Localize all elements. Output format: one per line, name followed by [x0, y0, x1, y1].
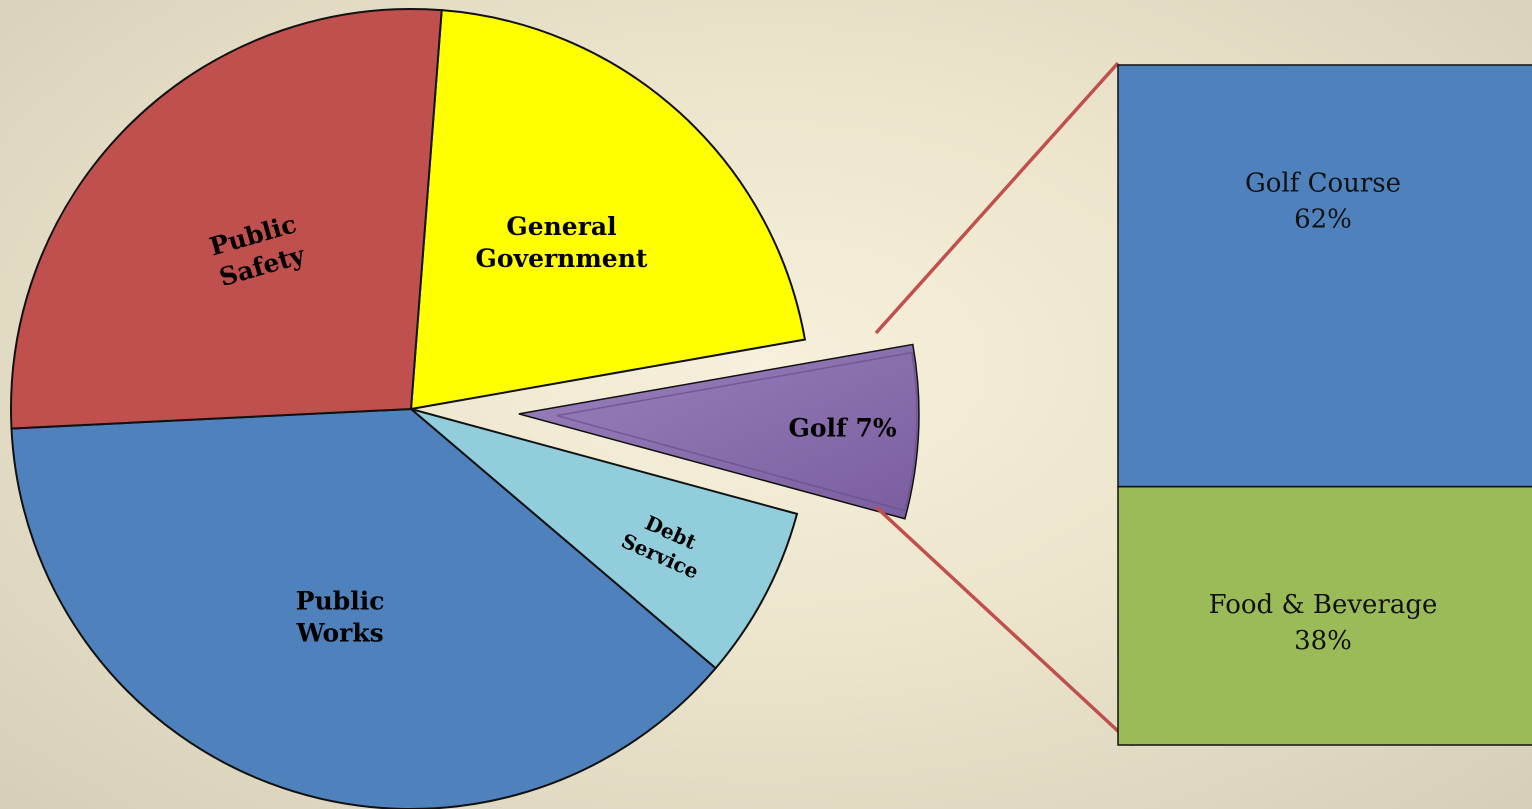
pie-label-line: General	[506, 212, 616, 241]
bar-segment-food-and-beverage	[1117, 485, 1532, 746]
bar-value-golf-course: 62%	[1294, 204, 1352, 234]
bar-label-golf-course: Golf Course	[1245, 168, 1401, 198]
bar-segment-golf-course	[1117, 64, 1532, 488]
pie-slice-public-works	[10, 407, 718, 809]
pie-label-line: Public	[296, 586, 385, 615]
pie-slice-golf-bevel	[556, 351, 918, 512]
pie-slice-public-safety	[10, 8, 443, 430]
pie-label-line: Government	[476, 244, 648, 273]
connector-line-top	[874, 61, 1120, 335]
pie-label-line: Works	[295, 618, 383, 647]
pie-label-public-works: Public Works	[295, 586, 384, 647]
pie-label-general-government: General Government	[476, 212, 648, 273]
pie-slice-general-government	[409, 9, 807, 411]
connector-line-bottom	[874, 505, 1135, 747]
connector-lines	[874, 61, 1135, 747]
pie-label-golf: Golf 7%	[788, 414, 896, 443]
pie-label-line: Golf 7%	[788, 414, 896, 443]
stacked-bar-chart: Food & Beverage 38% Golf Course 62%	[1117, 64, 1532, 746]
bar-label-food-and-beverage: Food & Beverage	[1209, 590, 1438, 620]
pie-slice-golf	[518, 343, 920, 520]
bar-value-food-and-beverage: 38%	[1294, 626, 1352, 656]
pie-slice-debt-service	[410, 408, 799, 670]
